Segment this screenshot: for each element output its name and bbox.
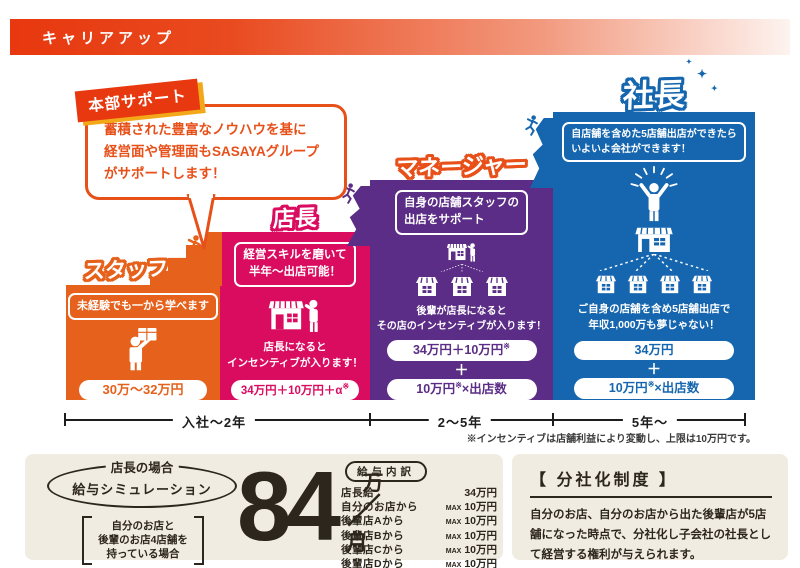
timeline-tick <box>744 413 746 426</box>
house-icon <box>627 275 649 294</box>
subsidiary-system-panel: 【 分社化制度 】 自分のお店、自分のお店から出た後輩店が5店舗になった時点で、… <box>512 454 788 561</box>
stage-info-box: 自身の店舗スタッフの 出店をサポート <box>395 190 528 235</box>
cheering-president-icon <box>630 166 678 222</box>
breakdown-row: 店長給 34万円 <box>341 486 497 499</box>
cliff-climber-icon <box>525 115 538 136</box>
worker-carrying-box-icon <box>129 327 157 370</box>
simulation-badge: 店長の場合 給与シミュレーション <box>47 457 237 508</box>
branch-houses <box>414 274 510 298</box>
bracket-left <box>82 516 93 565</box>
timeline-axis <box>64 419 745 421</box>
stage-title-tencho: 店長 <box>272 205 318 232</box>
breakdown-row: 後輩店Cから MAX 10万円 <box>341 543 497 556</box>
speech-tail <box>186 194 216 250</box>
breakdown-row: 後輩店Bから MAX 10万円 <box>341 529 497 542</box>
stage-info-box: 未経験でも一から学べます <box>68 293 218 320</box>
house-icon <box>485 277 508 297</box>
timeline-segment-label: 2～5年 <box>428 412 492 431</box>
salary-pill: 34万円＋10万円※ <box>386 340 537 362</box>
salary-pill: 10万円※×出店数 <box>386 379 537 400</box>
store-owner-icon <box>268 299 318 332</box>
stage-title-president: 社長 <box>622 76 686 115</box>
breakdown-row: 後輩店Dから MAX 10万円 <box>341 558 497 568</box>
house-icon <box>659 275 681 294</box>
stage-column-staff: 未経験でも一から学べます 30万～32万円 <box>66 285 220 400</box>
simulation-badge-title: 給与シミュレーション <box>72 481 212 497</box>
sparkle-icon: ✦ <box>697 67 708 81</box>
stage-info-box: 経営スキルを磨いて 半年～出店可能！ <box>234 242 356 287</box>
salary-simulation-panel: 店長の場合 給与シミュレーション 自分のお店と 後輩のお店4店舗を 持っている場… <box>25 451 503 568</box>
bracket-right <box>193 516 204 565</box>
breakdown-label: 給与内訳 <box>345 461 427 482</box>
house-icon <box>595 275 617 294</box>
breakdown-rows: 店長給 34万円 自分のお店から MAX 10万円 後輩店Aから MAX 10万円 … <box>341 485 497 568</box>
subsidiary-body: 自分のお店、自分のお店から出た後輩店が5店舗になった時点で、分社化し子会社の社長… <box>530 509 772 561</box>
stage-title-manager: マネージャー <box>395 151 528 182</box>
branch-lines <box>599 254 709 271</box>
stage-title-staff: スタッフ <box>83 257 169 284</box>
title-underline <box>530 496 772 498</box>
incentive-footnote: ※インセンティブは店舗利益により変動し、上限は10万円です。 <box>466 434 756 445</box>
timeline-segment-label: 入社～2年 <box>172 412 256 431</box>
cliff-climber-icon <box>342 183 355 204</box>
sparkle-icon: ✦ <box>686 59 692 66</box>
salary-pill: 34万円 <box>574 340 734 361</box>
simulation-badge-case: 店長の場合 <box>105 457 179 476</box>
salary-breakdown: 給与内訳 店長給 34万円 自分のお店から MAX 10万円 後輩店Aから MAX… <box>341 461 497 568</box>
timeline-tick <box>64 413 66 426</box>
plus-sign: ＋ <box>647 361 661 378</box>
sparkle-icon: ✦ <box>711 84 718 93</box>
stage-description: 後輩が店長になると その店のインセンティブが入ります！ <box>376 306 547 333</box>
branch-houses <box>594 273 714 295</box>
header-bar: キャリアアップ <box>10 19 790 55</box>
breakdown-row: 自分のお店から MAX 10万円 <box>341 500 497 513</box>
timeline-tick <box>552 413 554 426</box>
simulated-amount: 84 <box>237 451 341 561</box>
stage-column-president: 自店舗を含めた5店舗出店ができたら いよいよ会社ができます！ <box>553 112 755 400</box>
store-owner-icon <box>446 242 475 262</box>
stage-column-manager: 自身の店舗スタッフの 出店をサポート 後輩が店長になると その店のインセンティブ… <box>370 180 553 400</box>
page-title: キャリアアップ <box>42 29 176 47</box>
branch-lines <box>438 263 485 273</box>
house-icon <box>691 275 713 294</box>
amount-unit: 万 ／ 月 <box>346 472 384 555</box>
stage-info-box: 自店舗を含めた5店舗出店ができたら いよいよ会社ができます！ <box>562 122 746 162</box>
stairs-climber-icon <box>185 235 202 260</box>
stage-column-tencho: 経営スキルを磨いて 半年～出店可能！ 店長になると インセンティブが入ります！ … <box>220 232 370 400</box>
salary-pill: 10万円※×出店数 <box>574 378 734 399</box>
support-callout-text: 蓄積された豊富なノウハウを基に 経営面や管理面もSASAYAグループ がサポート… <box>104 122 319 181</box>
stage-description: 店長になると インセンティブが入ります！ <box>227 341 363 370</box>
breakdown-row: 後輩店Aから MAX 10万円 <box>341 515 497 528</box>
timeline-segment-label: 5年～ <box>622 412 678 431</box>
house-icon <box>415 277 438 297</box>
store-icon <box>635 227 673 252</box>
salary-pill: 30万～32万円 <box>79 379 207 400</box>
salary-pill: 34万円＋10万円＋α※ <box>230 379 360 400</box>
simulation-condition: 自分のお店と 後輩のお店4店舗を 持っている場合 <box>53 516 233 565</box>
stage-description: ご自身の店舗を含め5店舗出店で 年収1,000万も夢じゃない！ <box>577 303 731 331</box>
house-icon <box>450 277 473 297</box>
subsidiary-title: 【 分社化制度 】 <box>530 472 678 489</box>
timeline-tick <box>369 413 371 426</box>
support-callout-bubble: 蓄積された豊富なノウハウを基に 経営面や管理面もSASAYAグループ がサポート… <box>85 104 347 200</box>
plus-sign: ＋ <box>454 362 469 379</box>
